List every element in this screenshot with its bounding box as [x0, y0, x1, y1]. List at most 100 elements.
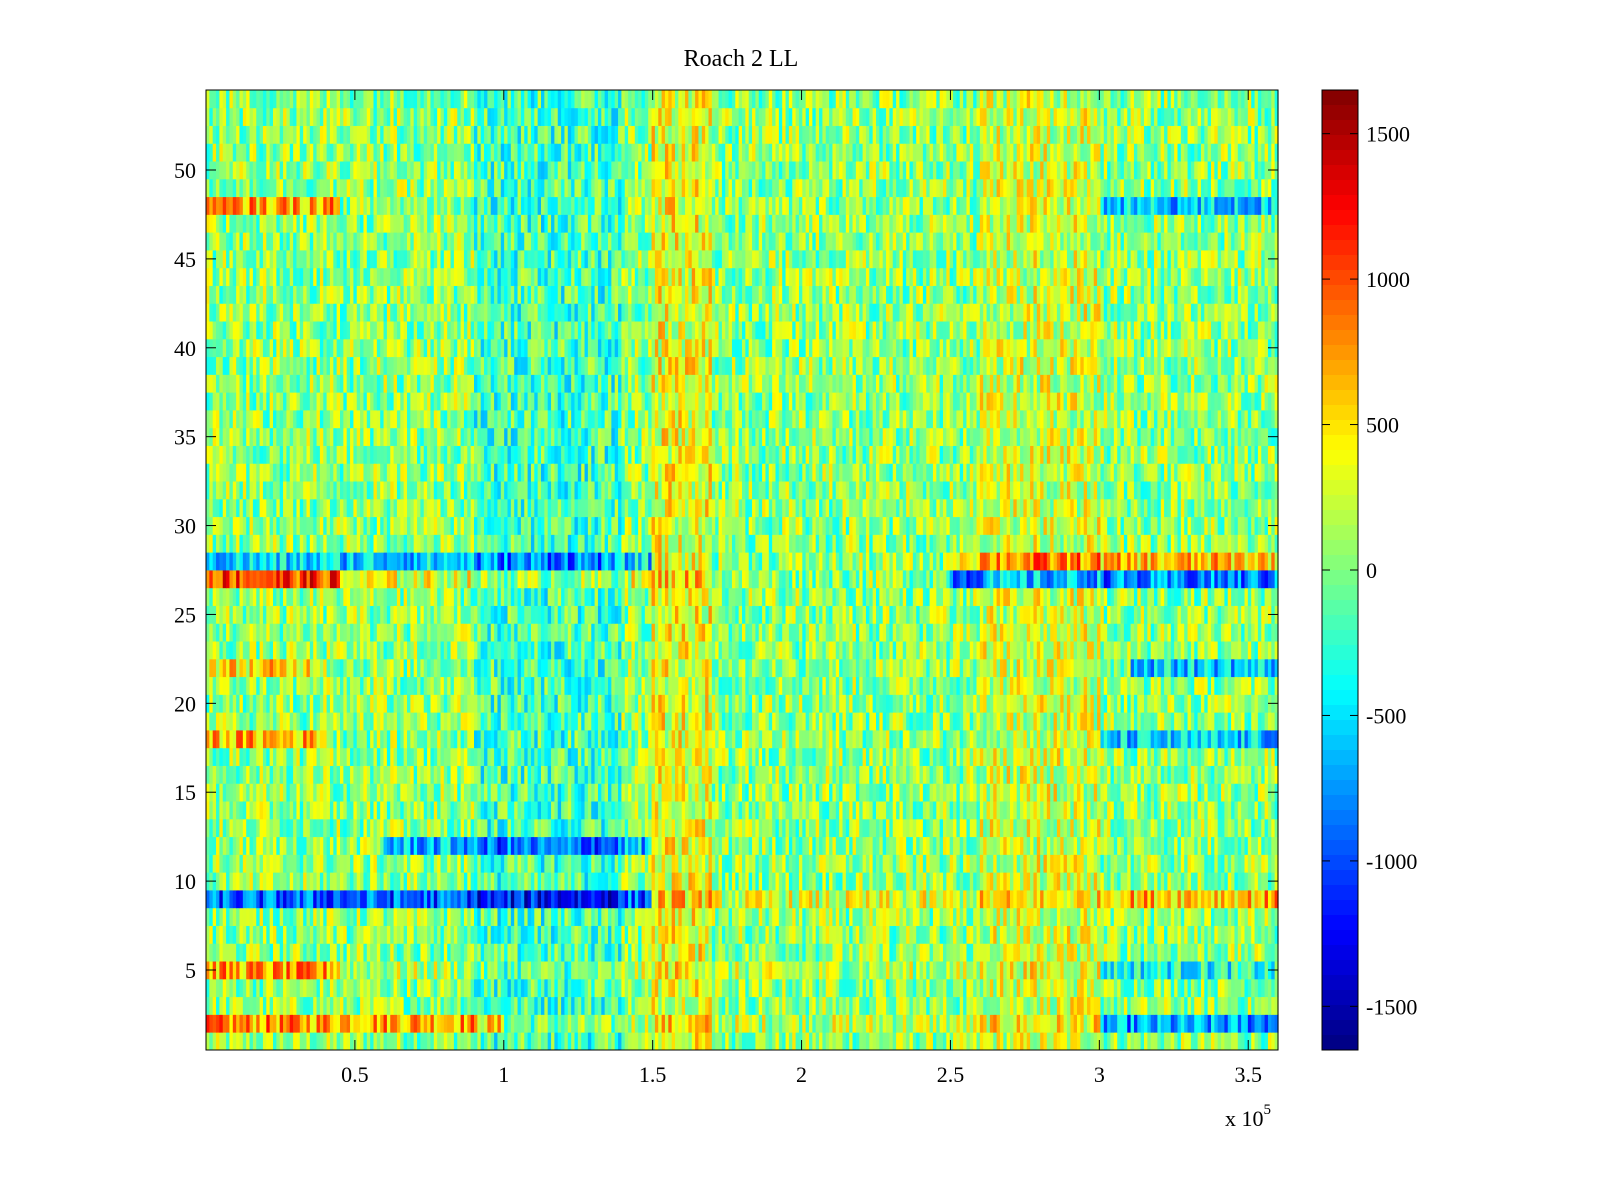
heatmap-cell [577, 961, 582, 980]
heatmap-cell [256, 1014, 261, 1033]
heatmap-cell [1197, 996, 1202, 1015]
heatmap-cell [695, 1014, 700, 1033]
heatmap-cell [725, 1014, 730, 1033]
chart-title: Roach 2 LL [684, 46, 799, 72]
heatmap-cell [1073, 996, 1078, 1015]
heatmap-cell [343, 978, 348, 998]
heatmap-cell [343, 1032, 348, 1051]
heatmap-cell [728, 1014, 733, 1033]
heatmap-cell [832, 1014, 837, 1033]
heatmap-cell [644, 978, 649, 998]
heatmap-cell [1063, 978, 1068, 998]
heatmap-cell [484, 978, 488, 998]
heatmap-cell [366, 1014, 371, 1033]
heatmap-cell [1140, 1014, 1145, 1033]
heatmap-cell [953, 996, 957, 1015]
heatmap-cell [618, 961, 622, 980]
heatmap-cell [946, 1032, 951, 1051]
heatmap-cell [530, 996, 535, 1015]
heatmap-cell [340, 996, 344, 1015]
heatmap-cell [252, 978, 257, 998]
heatmap-cell [912, 996, 917, 1015]
heatmap-cell [822, 996, 827, 1015]
heatmap-cell [735, 961, 740, 980]
heatmap-cell [1140, 1032, 1145, 1051]
heatmap-cell [1056, 996, 1061, 1015]
heatmap-cell [1090, 978, 1095, 998]
heatmap-cell [966, 978, 971, 998]
heatmap-cell [474, 996, 478, 1015]
heatmap-cell [1100, 996, 1105, 1015]
heatmap-cell [1077, 978, 1081, 998]
heatmap-cell [520, 961, 525, 980]
heatmap-cell [926, 996, 931, 1015]
heatmap-cell [467, 961, 472, 980]
heatmap-cell [1127, 1014, 1132, 1033]
heatmap-cell [514, 978, 519, 998]
heatmap-cell [326, 1014, 331, 1033]
heatmap-cell [695, 961, 700, 980]
heatmap-cell [839, 1014, 844, 1033]
heatmap-cell [249, 978, 254, 998]
heatmap-cell [520, 978, 525, 998]
heatmap-cell [420, 1014, 425, 1033]
heatmap-cell [979, 1032, 984, 1051]
heatmap-cell [922, 961, 927, 980]
heatmap-cell [440, 978, 445, 998]
heatmap-cell [443, 978, 448, 998]
heatmap-cell [557, 1014, 562, 1033]
heatmap-cell [946, 996, 951, 1015]
heatmap-cell [792, 978, 797, 998]
heatmap-cell [852, 996, 857, 1015]
heatmap-cell [517, 1032, 522, 1051]
heatmap-cell [463, 961, 468, 980]
heatmap-cell [564, 1014, 569, 1033]
heatmap-cell [561, 1032, 566, 1051]
heatmap-cell [906, 978, 911, 998]
heatmap-cell [340, 1032, 344, 1051]
heatmap-cell [658, 1014, 663, 1033]
heatmap-cell [1090, 1032, 1095, 1051]
heatmap-cell [845, 996, 850, 1015]
heatmap-cell [433, 996, 438, 1015]
heatmap-cell [983, 1014, 988, 1033]
heatmap-cell [480, 1032, 485, 1051]
heatmap-cell [393, 996, 398, 1015]
heatmap-cell [259, 996, 264, 1015]
heatmap-cell [664, 1032, 669, 1051]
heatmap-cell [437, 996, 442, 1015]
heatmap-cell [597, 978, 602, 998]
heatmap-cell [701, 996, 706, 1015]
heatmap-cell [463, 1014, 468, 1033]
heatmap-cell [731, 996, 736, 1015]
heatmap-cell [882, 1032, 887, 1051]
heatmap-cell [1204, 978, 1209, 998]
heatmap-cell [587, 961, 592, 980]
heatmap-cell [1016, 1014, 1021, 1033]
heatmap-cell [256, 996, 261, 1015]
heatmap-cell [440, 996, 445, 1015]
heatmap-cell [400, 996, 405, 1015]
heatmap-cell [802, 978, 807, 998]
heatmap-cell [460, 1032, 465, 1051]
heatmap-cell [534, 1032, 539, 1051]
heatmap-cell [825, 961, 830, 980]
heatmap-cell [1184, 1014, 1189, 1033]
heatmap-cell [772, 996, 777, 1015]
heatmap-cell [427, 978, 432, 998]
heatmap-cell [273, 978, 277, 998]
heatmap-cell [1217, 978, 1222, 998]
heatmap-cell [296, 1032, 301, 1051]
heatmap-cell [1073, 1014, 1078, 1033]
heatmap-cell [902, 978, 907, 998]
heatmap-cell [849, 961, 854, 980]
heatmap-cell [691, 961, 696, 980]
heatmap-cell [484, 1014, 488, 1033]
heatmap-cell [919, 961, 924, 980]
heatmap-cell [805, 1014, 810, 1033]
heatmap-cell [658, 978, 663, 998]
heatmap-cell [604, 978, 609, 998]
heatmap-cell [1043, 961, 1048, 980]
heatmap-cell [1211, 1032, 1215, 1051]
heatmap-cell [259, 1014, 264, 1033]
